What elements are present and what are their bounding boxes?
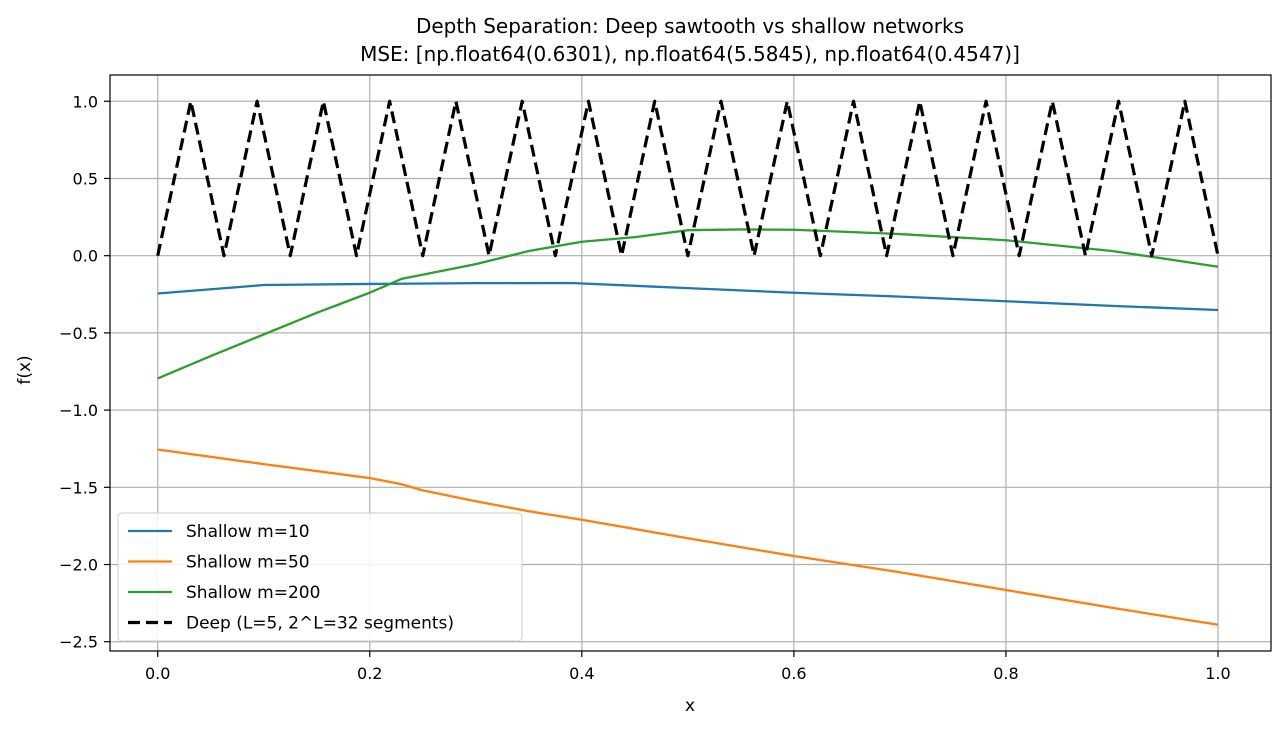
grid [110,75,1271,651]
legend-label-2: Shallow m=50 [186,553,310,573]
series-line-1 [157,281,1219,312]
y-tick-label: −1.5 [59,478,98,497]
legend-label-4: Deep (L=5, 2^L=32 segments) [186,614,454,634]
x-tick-label: 0.6 [781,664,806,683]
chart-title: Depth Separation: Deep sawtooth vs shall… [416,14,964,38]
legend-label-3: Shallow m=200 [186,583,320,603]
series-line-3 [157,228,1219,380]
x-tick-label: 1.0 [1205,664,1230,683]
x-tick-label: 0.2 [357,664,382,683]
chart-subtitle: MSE: [np.float64(0.6301), np.float64(5.5… [360,42,1020,66]
y-tick-label: −2.5 [59,633,98,652]
plot-frame [109,74,1272,652]
y-tick-label: 0.5 [73,169,98,188]
x-tick-label: 0.8 [993,664,1018,683]
legend: Shallow m=10 Shallow m=50 Shallow m=200 Dee… [117,512,523,642]
y-tick-label: −1.0 [59,401,98,420]
series-line-2 [157,448,1219,626]
x-axis-label: x [685,696,695,716]
y-tick-label: 1.0 [73,92,98,111]
series-line-4 [156,99,1220,258]
y-tick-label: 0.0 [73,247,98,266]
y-tick-label: −0.5 [59,324,98,343]
legend-label-1: Shallow m=10 [186,522,310,542]
plot-series [156,99,1220,626]
x-tick-label: 0.4 [569,664,594,683]
x-tick-label: 0.0 [145,664,170,683]
legend-box [117,512,523,642]
y-tick-label: −2.0 [59,556,98,575]
axis-ticks: 0.0 0.2 0.4 0.6 0.8 1.0 1.0 0.5 0.0 −0.5 −1.0 −1.5 −… [59,92,1231,683]
y-axis-label: f(x) [15,355,35,384]
